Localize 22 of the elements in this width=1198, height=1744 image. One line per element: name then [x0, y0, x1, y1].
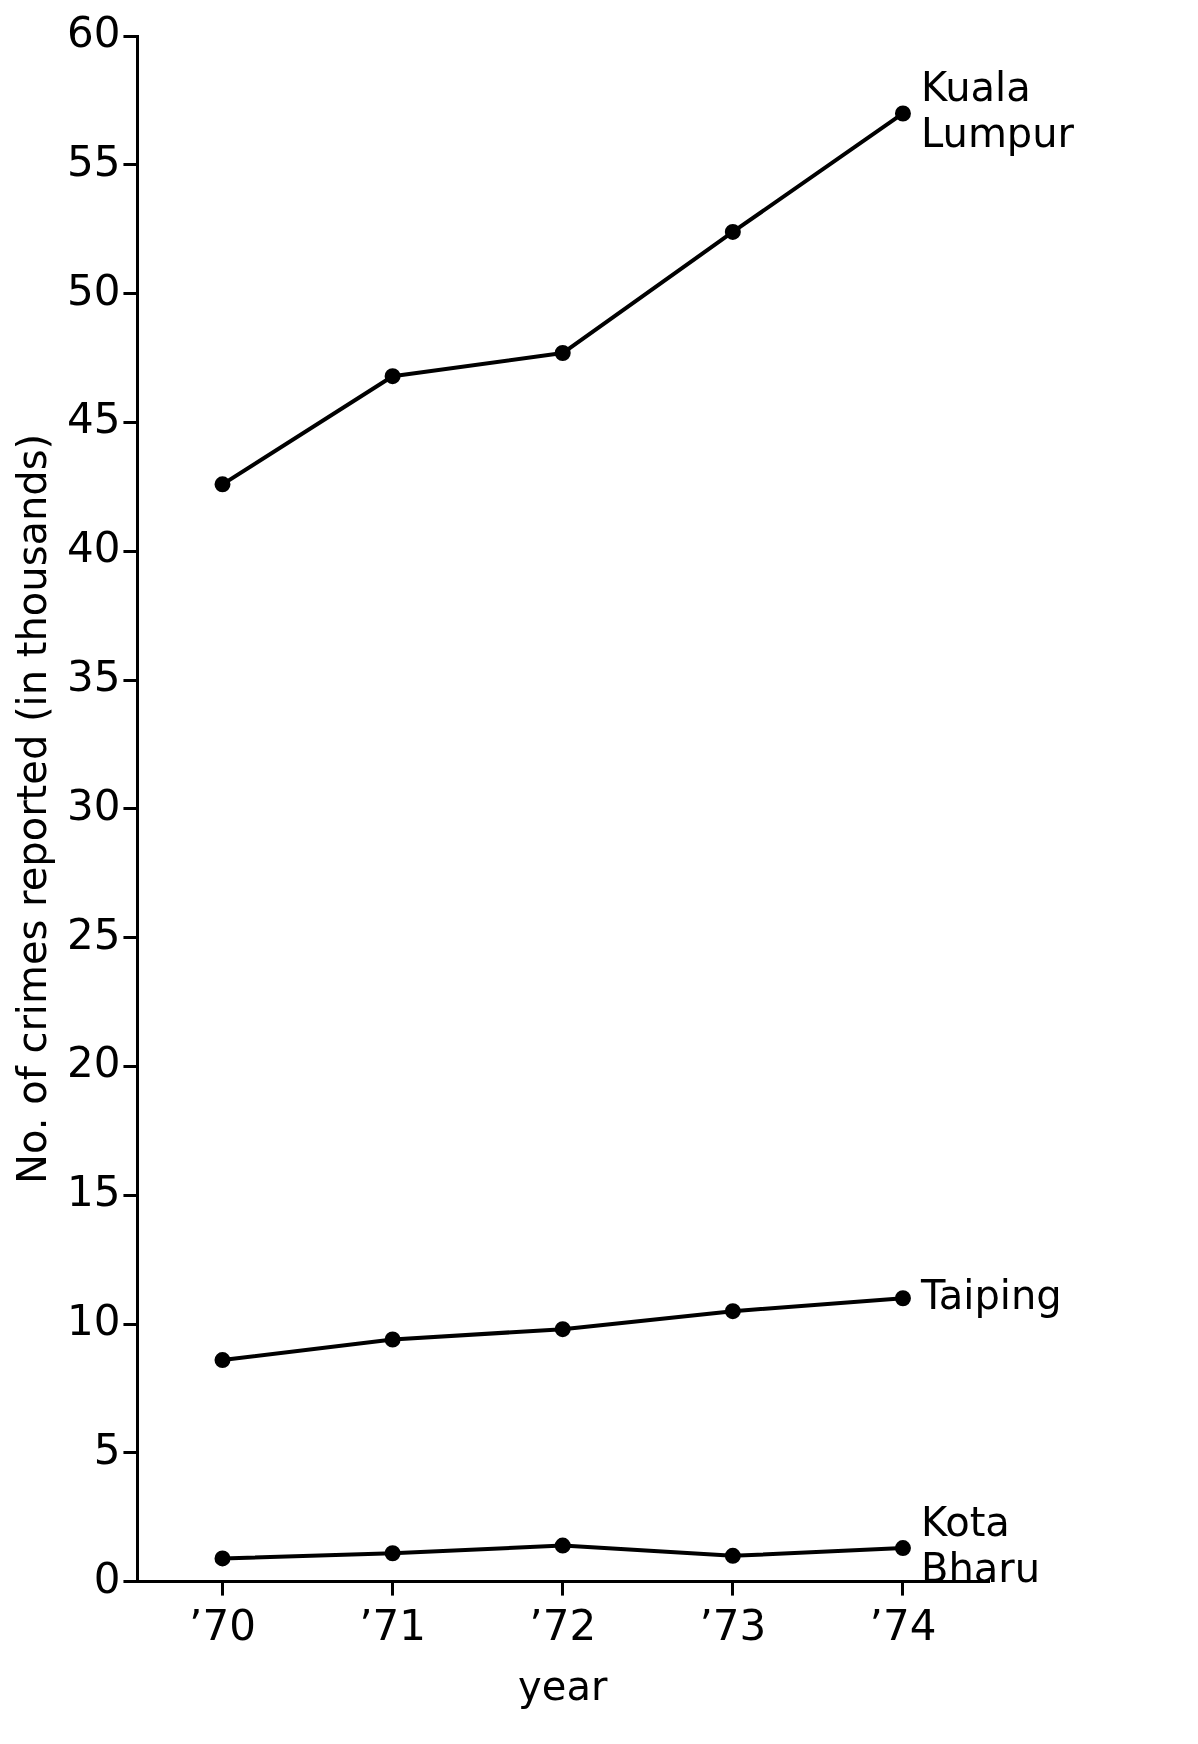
y-tick-label: 50 [66, 265, 121, 315]
y-tick-label: 10 [66, 1295, 121, 1345]
x-tick-label: ’72 [529, 1600, 597, 1650]
y-tick-label: 55 [66, 136, 121, 186]
x-tick-label: ’70 [189, 1600, 256, 1650]
y-axis-title: No. of crimes reported (in thousands) [9, 433, 56, 1184]
x-tick-label: ’73 [699, 1600, 767, 1650]
x-axis-title: year [518, 1663, 608, 1710]
y-tick-label: 15 [66, 1167, 121, 1217]
y-tick-label: 30 [66, 780, 121, 830]
y-tick-label: 35 [66, 652, 121, 702]
y-tick-label: 0 [93, 1553, 121, 1603]
y-tick-label: 60 [66, 8, 121, 58]
y-tick-label: 5 [93, 1424, 121, 1474]
x-tick-label: ’74 [869, 1600, 937, 1650]
series-label: Kuala Lumpur [920, 63, 1075, 156]
series-label: Taiping [919, 1271, 1062, 1318]
y-tick-label: 45 [66, 394, 121, 444]
y-tick-label: 40 [66, 523, 121, 573]
y-tick-label: 20 [66, 1038, 121, 1088]
x-tick-label: ’71 [359, 1600, 427, 1650]
y-tick-label: 25 [66, 909, 121, 959]
